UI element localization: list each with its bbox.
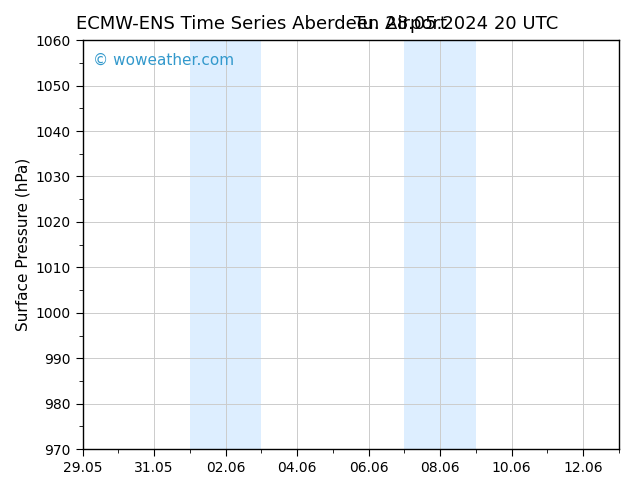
Text: ECMW-ENS Time Series Aberdeen Airport: ECMW-ENS Time Series Aberdeen Airport	[76, 15, 447, 33]
Text: © woweather.com: © woweather.com	[93, 52, 235, 67]
Y-axis label: Surface Pressure (hPa): Surface Pressure (hPa)	[15, 158, 30, 331]
Text: Tu. 28.05.2024 20 UTC: Tu. 28.05.2024 20 UTC	[354, 15, 558, 33]
Bar	[404, 40, 476, 449]
Bar	[190, 40, 261, 449]
